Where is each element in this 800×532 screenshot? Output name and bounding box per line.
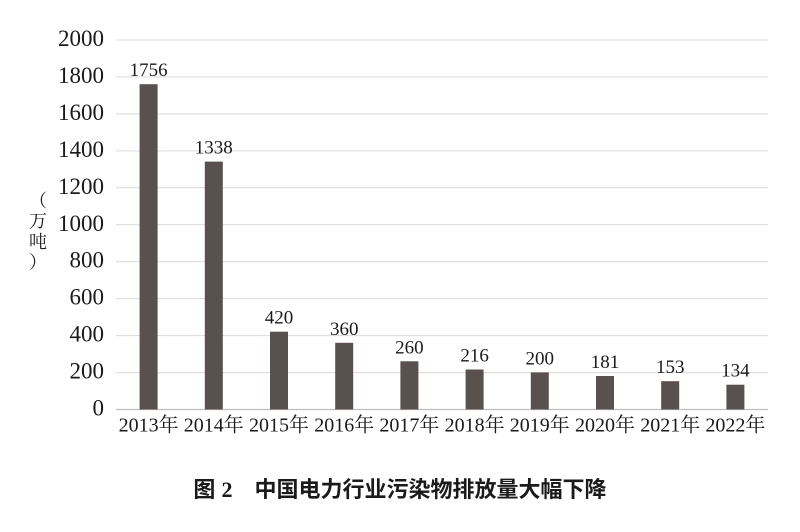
svg-text:2016年: 2016年: [314, 414, 374, 437]
svg-text:）: ）: [29, 252, 47, 272]
svg-text:600: 600: [70, 285, 105, 310]
svg-text:1000: 1000: [58, 211, 104, 236]
svg-text:图 2 中国电力行业污染物排放量大幅下降: 图 2 中国电力行业污染物排放量大幅下降: [193, 477, 606, 502]
svg-text:1800: 1800: [58, 63, 104, 88]
svg-text:200: 200: [70, 359, 105, 384]
svg-text:2015年: 2015年: [249, 414, 309, 437]
svg-text:1200: 1200: [58, 174, 104, 199]
svg-text:800: 800: [70, 248, 105, 273]
svg-text:2017年: 2017年: [379, 414, 439, 437]
svg-text:216: 216: [460, 346, 489, 367]
svg-text:260: 260: [395, 337, 424, 358]
svg-text:200: 200: [526, 348, 555, 369]
svg-text:153: 153: [656, 357, 685, 378]
svg-text:吨: 吨: [29, 232, 47, 252]
svg-text:2020年: 2020年: [575, 414, 635, 437]
svg-text:2000: 2000: [58, 26, 104, 51]
svg-text:2022年: 2022年: [705, 414, 765, 437]
svg-text:400: 400: [70, 322, 105, 347]
svg-text:（: （: [29, 191, 47, 211]
svg-text:1600: 1600: [58, 100, 104, 125]
svg-text:万: 万: [29, 211, 47, 231]
svg-text:1338: 1338: [195, 138, 233, 159]
svg-text:1400: 1400: [58, 137, 104, 162]
svg-text:420: 420: [265, 308, 294, 329]
svg-text:2018年: 2018年: [445, 414, 505, 437]
svg-text:181: 181: [591, 352, 620, 373]
svg-text:2013年: 2013年: [119, 414, 179, 437]
svg-text:360: 360: [330, 319, 359, 340]
svg-text:1756: 1756: [130, 60, 168, 81]
svg-text:2019年: 2019年: [510, 414, 570, 437]
svg-text:0: 0: [93, 396, 105, 421]
svg-text:2014年: 2014年: [184, 414, 244, 437]
svg-text:134: 134: [721, 361, 750, 382]
svg-text:2021年: 2021年: [640, 414, 700, 437]
